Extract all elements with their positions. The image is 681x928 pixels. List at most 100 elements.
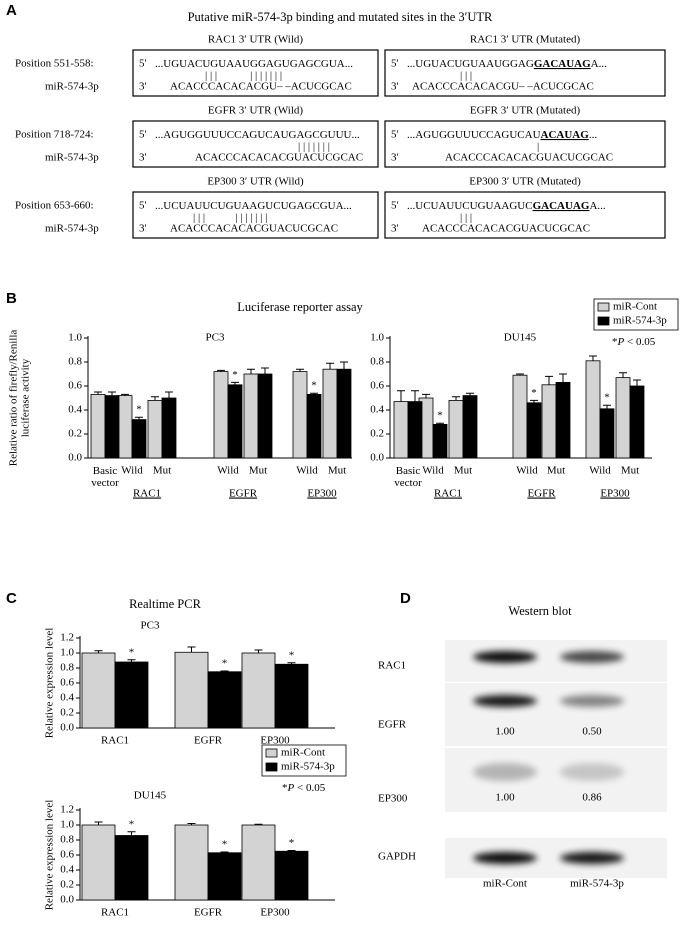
bar (241, 824, 276, 901)
bar (131, 419, 147, 459)
error-bar (187, 823, 196, 825)
error-bar (559, 373, 567, 383)
blot-band (560, 852, 624, 864)
bar (599, 408, 615, 459)
utr-sequence: ...AGUGGUUUCCAGUCAUACAUAG... (407, 129, 597, 141)
error-bar (127, 659, 136, 662)
bar (274, 850, 309, 901)
error-bar (340, 361, 348, 370)
bar (174, 824, 209, 901)
bar (393, 401, 409, 459)
band-ratio: 1.00 (495, 792, 515, 804)
error-bar (603, 404, 611, 409)
panel-title: Western blot (508, 604, 572, 618)
x-tick-label: EGFR (194, 907, 223, 919)
y-tick-label: 1.0 (370, 332, 384, 344)
x-tick-label: Wild (217, 465, 239, 477)
significance-mark: * (136, 404, 142, 416)
legend-swatch (265, 762, 278, 772)
x-tick-label: Wild (121, 465, 143, 477)
blot-background (445, 748, 667, 812)
y-tick-label: 0.2 (370, 428, 384, 440)
mirna-label: miR-574-3p (45, 81, 99, 93)
sequence-part: ...UGUACUGUAAUGGAGUGAGCGUA... (155, 58, 353, 70)
column-label: miR-Cont (483, 878, 527, 890)
panel-letter: A (6, 2, 17, 19)
y-tick-label: 1.0 (68, 332, 82, 344)
error-bar (220, 851, 229, 853)
sequence-part: ...UGUACUGUAAUGGAG (407, 58, 534, 70)
prime-label: 3' (139, 223, 147, 235)
bar (336, 368, 352, 459)
error-bar (452, 396, 460, 401)
error-bar (121, 393, 129, 396)
significance-note: *P < 0.05 (282, 782, 326, 794)
panel-letter: C (6, 590, 17, 607)
y-tick-label: 0.2 (60, 707, 74, 719)
utr-sequence: ...UCUAUUCUGUAAGUCUGAGCGUA... (155, 200, 352, 212)
y-tick-label: 1.0 (60, 819, 74, 831)
error-bar (466, 392, 474, 396)
x-tick-label: EGFR (194, 735, 223, 747)
note-part: P (287, 782, 295, 794)
y-tick-label: 0.6 (68, 380, 82, 392)
position-label: Position 718-724: (15, 129, 94, 141)
bar (241, 652, 276, 729)
error-bar (217, 369, 225, 372)
error-bar (422, 393, 430, 398)
prime-label: 5' (139, 129, 147, 141)
error-bar (94, 821, 103, 825)
protein-label: GAPDH (378, 851, 416, 863)
bar (207, 852, 242, 901)
sequence-box (384, 120, 666, 168)
error-bar (127, 831, 136, 836)
bar (147, 399, 163, 459)
significance-mark: * (289, 837, 295, 849)
sequence-part: ... (589, 129, 598, 141)
y-axis-label: Relative ratio of firefly/Renilla (8, 330, 20, 467)
error-bar (254, 823, 263, 825)
note-part: * (282, 782, 288, 794)
sequence-part: ...AGUGGUUUCCAGUCAUGAGCGUUU... (155, 129, 360, 141)
y-tick-label: 0.6 (370, 380, 384, 392)
utr-title: EGFR 3′ UTR (Wild) (208, 105, 303, 117)
utr-title: EGFR 3′ UTR (Mutated) (470, 105, 581, 117)
note-part: < 0.05 (294, 782, 325, 794)
y-tick-label: 0.2 (68, 428, 82, 440)
bar (207, 671, 242, 729)
prime-label: 5' (139, 200, 147, 212)
y-axis-label: Relative expression level (44, 800, 56, 911)
error-bar (310, 392, 318, 395)
bar (526, 402, 542, 459)
blot-band (560, 651, 624, 663)
error-bar (247, 368, 255, 374)
bar (541, 384, 557, 459)
sequence-box (132, 191, 379, 239)
bar (274, 663, 309, 729)
error-bar (135, 416, 143, 420)
utr-title: RAC1 3′ UTR (Mutated) (470, 34, 581, 46)
y-tick-label: 0.0 (68, 452, 82, 464)
mirna-sequence: ACACCCACACACGUACUCGCAC (170, 223, 338, 235)
mirna-label: miR-574-3p (45, 152, 99, 164)
significance-mark: * (604, 392, 610, 404)
significance-note: *P < 0.05 (612, 336, 656, 348)
significance-mark: * (531, 387, 537, 399)
utr-sequence: ...UGUACUGUAAUGGAGUGAGCGUA... (155, 58, 353, 70)
bar (462, 395, 478, 459)
bar (257, 373, 273, 459)
sequence-box (132, 49, 379, 97)
utr-title: EP300 3′ UTR (Wild) (207, 176, 304, 188)
y-tick-label: 0.4 (68, 404, 82, 416)
x-tick-label: Mut (328, 465, 346, 477)
bar (104, 395, 120, 459)
y-tick-label: 0.0 (370, 452, 384, 464)
x-tick-label: Mut (153, 465, 171, 477)
y-tick-label: 0.8 (60, 834, 74, 846)
y-tick-label: 0.6 (60, 677, 74, 689)
prime-label: 3' (391, 152, 399, 164)
prime-label: 3' (391, 223, 399, 235)
error-bar (516, 373, 524, 376)
y-tick-label: 0.4 (60, 692, 74, 704)
